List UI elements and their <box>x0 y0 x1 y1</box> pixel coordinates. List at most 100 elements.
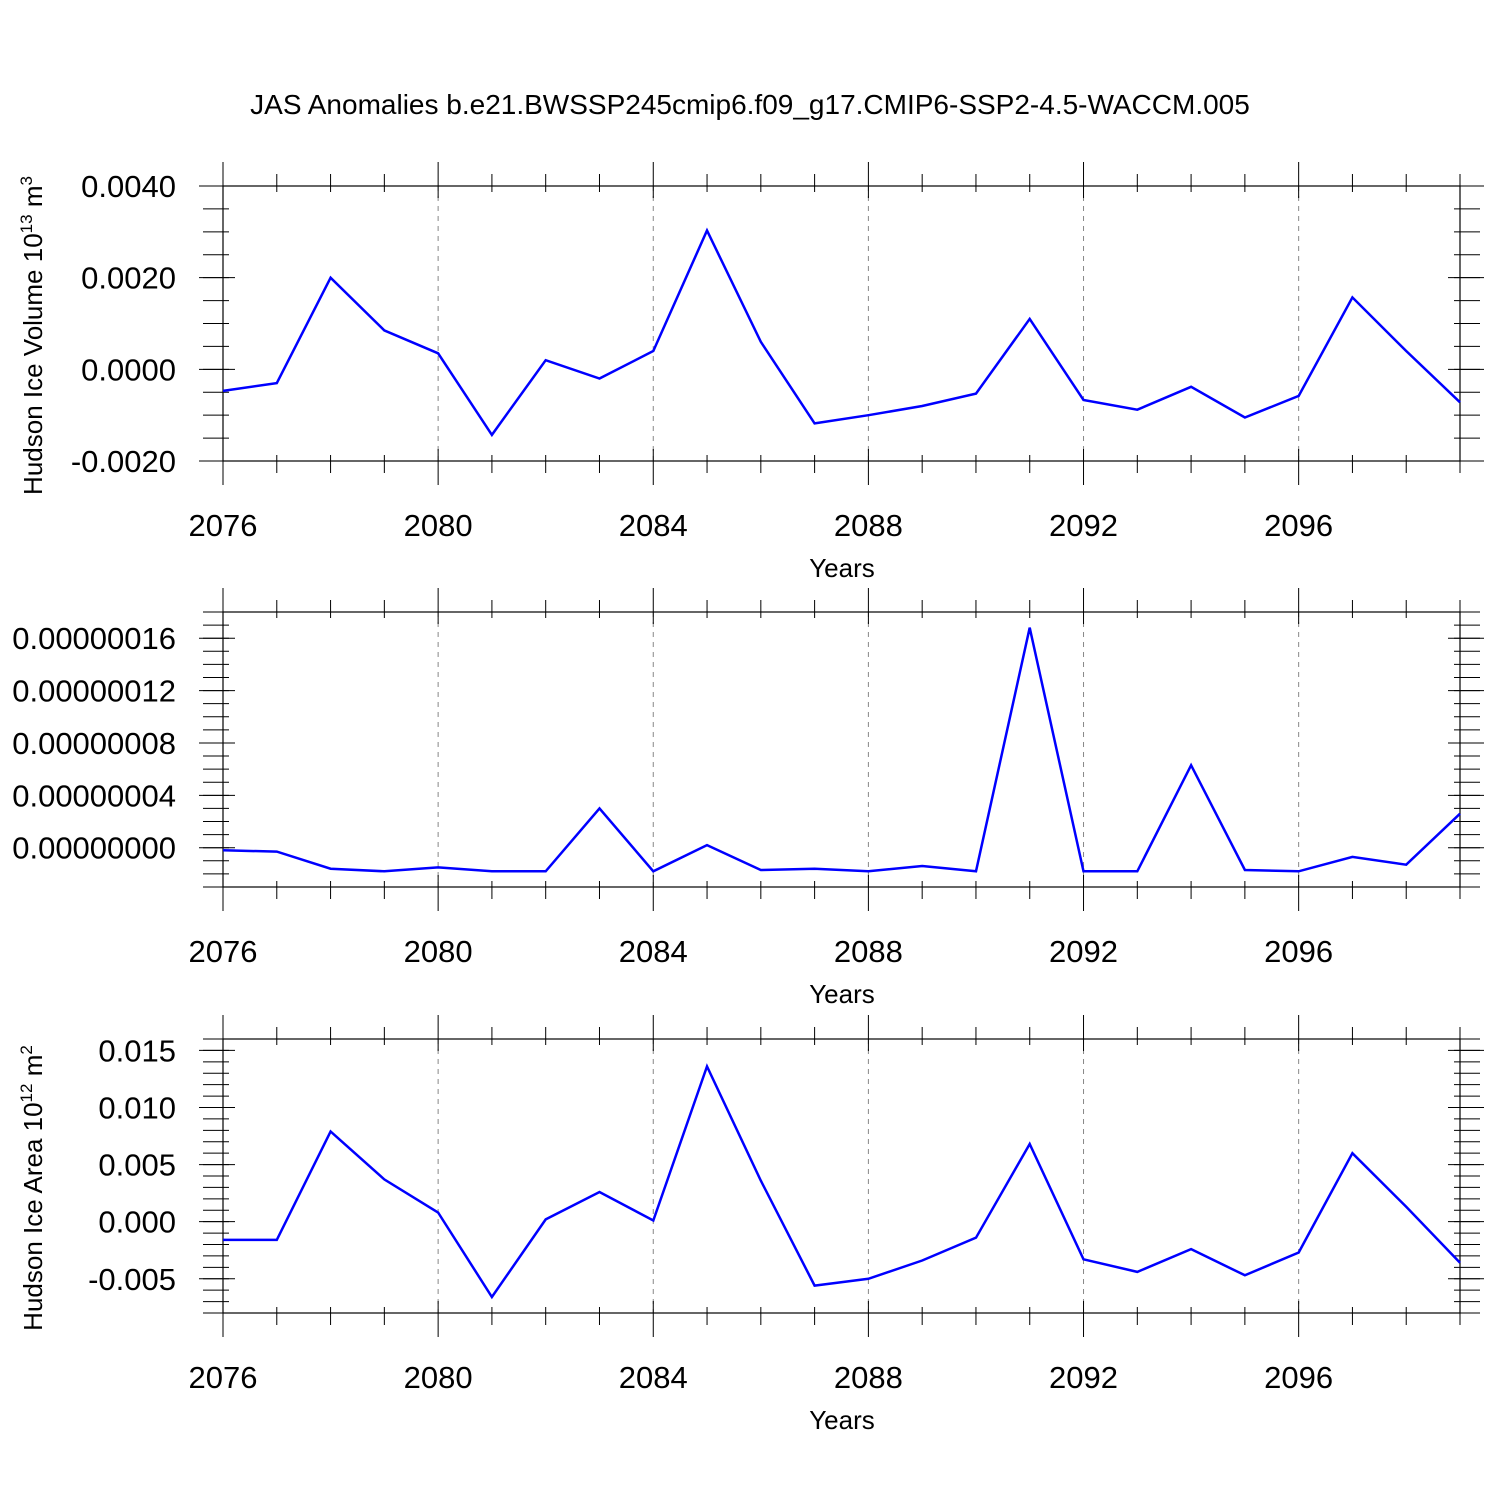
x-tick-label: 2096 <box>1264 1360 1333 1395</box>
x-tick-label: 2088 <box>834 934 903 969</box>
y-tick-label: 0.00000016 <box>12 621 176 656</box>
data-point <box>1350 295 1354 299</box>
data-point <box>544 1217 548 1221</box>
x-tick-label: 2076 <box>189 1360 258 1395</box>
data-point <box>597 1190 601 1194</box>
data-point <box>1189 385 1193 389</box>
data-point <box>1297 869 1301 873</box>
data-point <box>436 1211 440 1215</box>
data-point <box>329 1129 333 1133</box>
data-point <box>221 848 225 852</box>
x-tick-label: 2076 <box>189 934 258 969</box>
x-tick-label: 2084 <box>619 934 688 969</box>
data-point <box>382 1177 386 1181</box>
y-tick-label: -0.005 <box>88 1262 176 1297</box>
y-axis-title-superscript: 13 <box>17 214 36 233</box>
data-point <box>1028 317 1032 321</box>
data-point <box>866 1277 870 1281</box>
x-axis-title: Years <box>809 553 875 583</box>
data-point <box>974 392 978 396</box>
data-point <box>1082 869 1086 873</box>
data-point <box>544 869 548 873</box>
x-tick-label: 2088 <box>834 1360 903 1395</box>
y-tick-label: -0.0020 <box>71 444 176 479</box>
data-point <box>1243 868 1247 872</box>
data-point <box>221 1238 225 1242</box>
data-point <box>1028 1142 1032 1146</box>
data-point <box>813 1284 817 1288</box>
data-point <box>1350 1151 1354 1155</box>
data-point <box>651 869 655 873</box>
data-point <box>705 843 709 847</box>
x-tick-label: 2080 <box>404 1360 473 1395</box>
y-axis-title-text: m <box>18 1055 48 1084</box>
x-axis-title: Years <box>809 1405 875 1435</box>
data-point <box>1404 1205 1408 1209</box>
figure-title: JAS Anomalies b.e21.BWSSP245cmip6.f09_g1… <box>250 89 1250 120</box>
data-point <box>1189 1247 1193 1251</box>
data-point <box>1189 763 1193 767</box>
data-point <box>1458 812 1462 816</box>
data-point <box>1297 394 1301 398</box>
y-axis-title-text: m <box>18 186 48 215</box>
x-tick-label: 2092 <box>1049 1360 1118 1395</box>
y-tick-label: 0.010 <box>98 1091 176 1126</box>
panels: -0.0020 0.0000 0.0020 0.0040 2076 2080 2084 208… <box>12 162 1484 1435</box>
panel-3: -0.005 0.000 0.005 0.010 0.015 2076 2080 2084 20… <box>17 1015 1484 1435</box>
panel-2: 0.00000000 0.00000004 0.00000008 0.00000012… <box>12 588 1484 1009</box>
data-point <box>329 276 333 280</box>
y-tick-label: 0.000 <box>98 1205 176 1240</box>
x-tick-label: 2084 <box>619 1360 688 1395</box>
series-line <box>222 227 1461 438</box>
data-point <box>651 1219 655 1223</box>
y-axis-title-superscript: 2 <box>17 1045 36 1054</box>
x-tick-label: 2092 <box>1049 934 1118 969</box>
y-axis-title-text: Hudson Ice Area 10 <box>18 1102 48 1330</box>
data-point <box>1458 400 1462 404</box>
y-tick-label: 0.00000012 <box>12 674 176 709</box>
x-tick-label: 2080 <box>404 508 473 543</box>
data-point <box>920 864 924 868</box>
data-point <box>866 869 870 873</box>
y-tick-label: 0.0040 <box>81 169 176 204</box>
data-point <box>651 349 655 353</box>
data-point <box>544 358 548 362</box>
data-point <box>490 433 494 437</box>
data-point <box>436 865 440 869</box>
x-axis-title: Years <box>809 979 875 1009</box>
series-line <box>223 1063 1461 1300</box>
data-point <box>866 413 870 417</box>
data-point <box>436 351 440 355</box>
data-point <box>382 328 386 332</box>
x-tick-label: 2076 <box>189 508 258 543</box>
data-point <box>1028 626 1032 630</box>
data-point <box>1243 415 1247 419</box>
data-point <box>1135 1270 1139 1274</box>
data-point <box>597 806 601 810</box>
data-point <box>1404 349 1408 353</box>
data-point <box>221 389 225 393</box>
data-point <box>759 340 763 344</box>
data-point <box>382 869 386 873</box>
data-point <box>597 377 601 381</box>
data-point <box>705 228 709 232</box>
data-point <box>275 850 279 854</box>
data-point <box>920 1258 924 1262</box>
y-tick-label: 0.00000008 <box>12 726 176 761</box>
data-point <box>759 1179 763 1183</box>
y-axis-title: Hudson Ice Area 1012 m2 <box>17 1045 48 1331</box>
y-axis-title-superscript: 3 <box>17 176 36 185</box>
x-tick-label: 2084 <box>619 508 688 543</box>
y-axis-title-superscript: 12 <box>17 1084 36 1103</box>
y-axis-title: Hudson Ice Volume 1013 m3 <box>17 176 48 495</box>
data-point <box>813 867 817 871</box>
data-point <box>1082 398 1086 402</box>
data-point <box>1350 855 1354 859</box>
data-point <box>329 867 333 871</box>
data-point <box>813 421 817 425</box>
data-point <box>1135 869 1139 873</box>
y-tick-label: 0.005 <box>98 1148 176 1183</box>
data-point <box>974 869 978 873</box>
x-tick-label: 2096 <box>1264 508 1333 543</box>
